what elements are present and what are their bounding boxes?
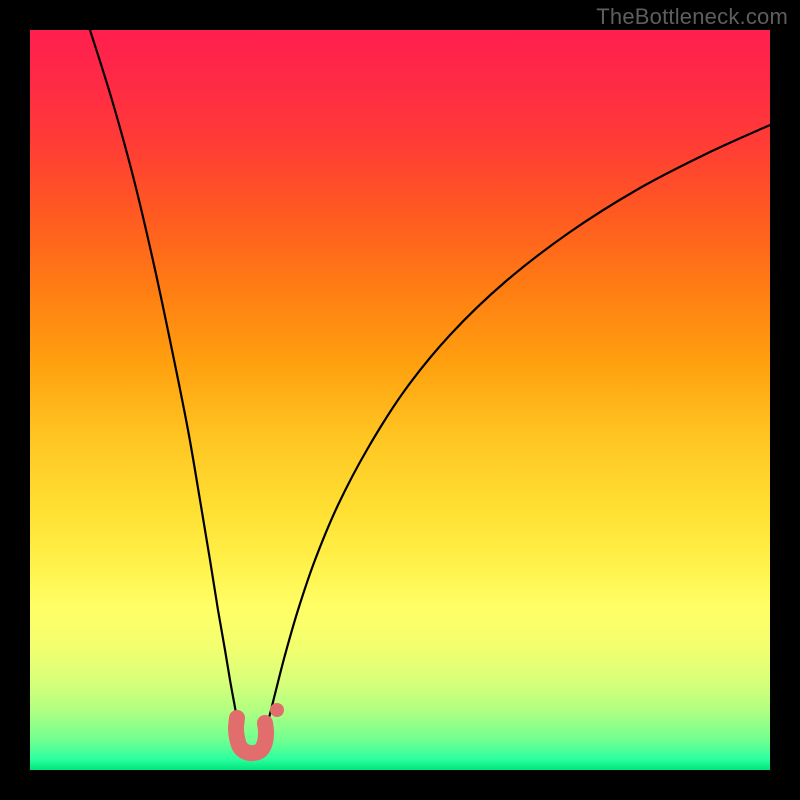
watermark-text: TheBottleneck.com <box>596 4 788 30</box>
curve-left <box>90 30 240 730</box>
figure-root: TheBottleneck.com <box>0 0 800 800</box>
curve-right <box>266 125 770 728</box>
plot-area <box>30 30 770 770</box>
dip-marker-u <box>236 718 266 753</box>
dip-marker-dot <box>270 703 284 717</box>
curve-layer <box>30 30 770 770</box>
